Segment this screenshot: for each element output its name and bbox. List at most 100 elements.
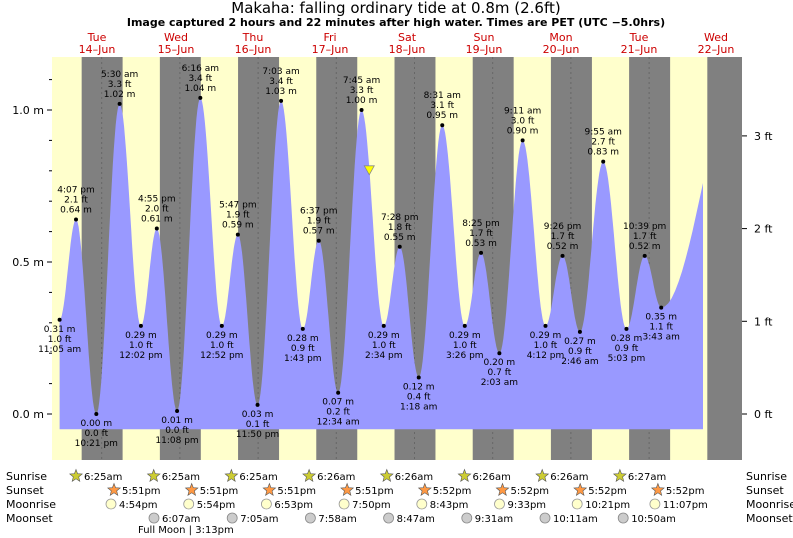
moonrise-time: 10:21pm bbox=[585, 500, 630, 511]
extreme-point bbox=[198, 95, 203, 100]
moonset-time: 8:47am bbox=[397, 514, 435, 525]
extreme-label: 0.57 m bbox=[303, 227, 335, 237]
moonrise-icon bbox=[649, 498, 661, 510]
sunrise-time: 6:25am bbox=[84, 472, 122, 483]
extreme-label: 0.07 m bbox=[322, 398, 354, 408]
extreme-point bbox=[316, 238, 321, 243]
extreme-label: 0.59 m bbox=[222, 221, 254, 231]
sunrise-icon bbox=[457, 468, 472, 482]
sunrise-time: 6:27am bbox=[628, 472, 666, 483]
sunset-time: 5:51pm bbox=[200, 486, 239, 497]
extreme-label: 2:46 am bbox=[561, 357, 598, 367]
left-tick-label: 1.0 m bbox=[12, 104, 44, 117]
extreme-label: 0.29 m bbox=[206, 331, 238, 341]
extreme-label: 3:26 pm bbox=[446, 351, 484, 361]
day-date: 15–Jun bbox=[158, 43, 195, 56]
sunset-icon bbox=[573, 482, 588, 496]
extreme-point bbox=[560, 253, 565, 258]
sunrise-icon bbox=[379, 468, 394, 482]
extreme-label: 1.04 m bbox=[184, 84, 216, 94]
tide-area bbox=[59, 97, 703, 430]
extreme-label: 0.52 m bbox=[547, 242, 579, 252]
extreme-label: 9:26 pm bbox=[544, 222, 582, 232]
extreme-label: 0.29 m bbox=[125, 331, 157, 341]
right-tick-label: 2 ft bbox=[754, 223, 773, 236]
sunset-icon bbox=[184, 482, 199, 496]
day-name: Sat bbox=[398, 31, 417, 44]
sunrise-time: 6:26am bbox=[473, 472, 511, 483]
extreme-label: 8:25 pm bbox=[462, 219, 500, 229]
day-name: Wed bbox=[164, 31, 188, 44]
row-label-left: Moonrise bbox=[6, 498, 56, 511]
extreme-point bbox=[497, 351, 502, 356]
row-label-right: Moonset bbox=[746, 512, 793, 525]
extreme-label: 3.0 ft bbox=[511, 116, 535, 126]
sunset-icon bbox=[417, 482, 432, 496]
row-label-left: Moonset bbox=[6, 512, 53, 525]
extreme-label: 1:43 pm bbox=[284, 354, 322, 364]
extreme-label: 5:30 am bbox=[101, 70, 138, 80]
sunset-time: 5:51pm bbox=[355, 486, 394, 497]
sunrise-time: 6:26am bbox=[395, 472, 433, 483]
moonrise-icon bbox=[416, 498, 428, 510]
moonrise-time: 7:50pm bbox=[352, 500, 391, 511]
extreme-label: 1:18 am bbox=[400, 403, 437, 413]
extreme-label: 12:52 pm bbox=[200, 351, 243, 361]
extreme-point bbox=[359, 108, 364, 112]
sunset-time: 5:51pm bbox=[122, 486, 161, 497]
extreme-label: 8:31 am bbox=[424, 91, 461, 101]
extreme-label: 3:43 am bbox=[643, 333, 680, 343]
sunset-icon bbox=[107, 482, 121, 496]
extreme-label: 0.95 m bbox=[426, 111, 458, 121]
row-label-right: Sunrise bbox=[746, 470, 787, 483]
extreme-label: 1.1 ft bbox=[649, 323, 673, 333]
extreme-label: 6:16 am bbox=[182, 64, 219, 74]
extreme-point bbox=[300, 326, 305, 331]
left-tick-label: 0.5 m bbox=[12, 256, 44, 269]
extreme-label: 0.9 ft bbox=[568, 347, 592, 357]
day-date: 14–Jun bbox=[79, 43, 116, 56]
moonrise-time: 11:07pm bbox=[663, 500, 708, 511]
sunset-icon bbox=[650, 482, 665, 496]
extreme-label: 1.02 m bbox=[104, 90, 136, 100]
extreme-label: 1.8 ft bbox=[388, 223, 412, 233]
extreme-point bbox=[397, 244, 402, 249]
extreme-point bbox=[57, 317, 62, 322]
moonrise-time: 6:53pm bbox=[274, 500, 313, 511]
extreme-label: 1.0 ft bbox=[372, 341, 396, 351]
moonset-time: 10:50am bbox=[631, 514, 676, 525]
row-label-left: Sunrise bbox=[6, 470, 47, 483]
day-date: 18–Jun bbox=[389, 43, 426, 56]
extreme-label: 0.1 ft bbox=[246, 420, 270, 430]
extreme-label: 0.9 ft bbox=[291, 344, 315, 354]
sunrise-time: 6:26am bbox=[317, 472, 355, 483]
extreme-label: 2.0 ft bbox=[145, 205, 169, 215]
moonrise-time: 5:54pm bbox=[197, 500, 236, 511]
extreme-label: 3.3 ft bbox=[108, 80, 132, 90]
sunrise-time: 6:25am bbox=[239, 472, 277, 483]
day-name: Tue bbox=[629, 31, 649, 44]
extreme-point bbox=[74, 217, 79, 222]
extreme-label: 7:28 pm bbox=[381, 213, 419, 223]
extreme-label: 1.7 ft bbox=[469, 229, 493, 239]
extreme-label: 2.7 ft bbox=[591, 138, 615, 148]
extreme-point bbox=[138, 323, 143, 328]
extreme-point bbox=[416, 375, 421, 380]
sunset-time: 5:52pm bbox=[511, 486, 550, 497]
extreme-point bbox=[624, 326, 629, 331]
extreme-point bbox=[577, 329, 582, 334]
current-level-marker bbox=[363, 165, 375, 176]
extreme-label: 11:50 pm bbox=[236, 430, 279, 440]
moonrise-icon bbox=[183, 498, 195, 510]
sunset-time: 5:52pm bbox=[666, 486, 705, 497]
sun-moon-table: Sunrise Sunrise 6:25am 6:25am 6:25am 6:26am 6:… bbox=[6, 468, 793, 536]
extreme-label: 2.1 ft bbox=[64, 195, 88, 205]
sunrise-icon bbox=[146, 468, 161, 482]
row-label-right: Sunset bbox=[746, 484, 784, 497]
moonrise-time: 9:33pm bbox=[508, 500, 547, 511]
moonset-icon bbox=[304, 512, 316, 524]
extreme-label: 0.29 m bbox=[449, 331, 481, 341]
row-label-right: Moonrise bbox=[746, 498, 793, 511]
extreme-point bbox=[279, 98, 284, 103]
